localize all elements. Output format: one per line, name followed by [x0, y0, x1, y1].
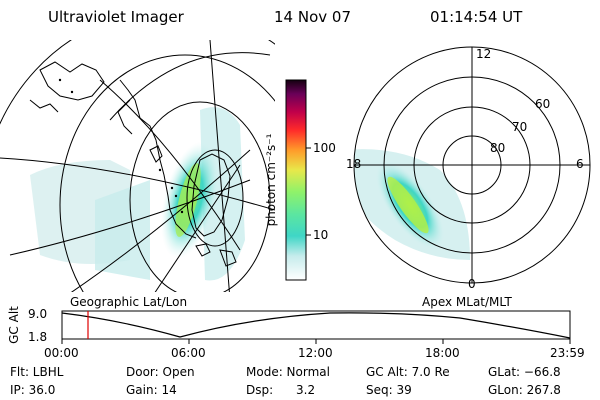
altitude-ylabel: GC Alt: [7, 306, 21, 344]
colorbar-frame: [285, 79, 307, 281]
lat-ring-3: [59, 54, 275, 292]
info-mode: Mode: Normal: [246, 365, 330, 379]
auroral-arc-core: [175, 163, 201, 237]
mlt-label-0: 0: [468, 277, 476, 291]
info-glat: GLat: −66.8: [488, 365, 561, 379]
altitude-plot-frame: [61, 310, 571, 340]
coastline-1: [39, 61, 105, 101]
lat-ring-2: [129, 101, 271, 292]
info-door: Door: Open: [126, 365, 195, 379]
meridian-1: [0, 157, 275, 211]
meridian-6: [9, 179, 251, 256]
info-ip: IP: 36.0: [10, 383, 56, 397]
geographic-map: [0, 40, 275, 292]
colorbar-label-100: 100: [313, 141, 336, 155]
coastline-3: [117, 99, 133, 135]
polar-grid: [353, 46, 591, 284]
info-seq: Seq: 39: [366, 383, 412, 397]
mlat-label-70: 70: [512, 120, 528, 134]
xtick-2359: 23:59: [550, 346, 585, 360]
colorbar-label-10: 10: [313, 228, 329, 242]
polar-image: [354, 149, 470, 260]
mlt-label-12: 12: [476, 47, 492, 61]
altitude-curve: [61, 312, 571, 339]
xtick-1800: 18:00: [425, 346, 460, 360]
meridian-3: [99, 79, 241, 251]
right-panel-caption: Apex MLat/MLT: [422, 295, 512, 309]
meridian-5: [154, 164, 241, 292]
mlat-label-80: 80: [490, 141, 506, 155]
island-2: [195, 243, 211, 257]
info-gain: Gain: 14: [126, 383, 177, 397]
lat-ring-1: [186, 149, 244, 247]
info-dsp: Dsp: 3.2: [246, 383, 316, 397]
coastline-2: [29, 99, 59, 113]
xtick-1200: 12:00: [298, 346, 333, 360]
polar-auroral-core: [387, 176, 429, 234]
altitude-x-ticks: [61, 339, 571, 344]
coastline-antarctica: [191, 153, 231, 237]
coastline-south-america: [119, 79, 197, 239]
mlt-label-6: 6: [576, 157, 584, 171]
meridian-2: [70, 149, 251, 292]
time-label: 01:14:54 UT: [430, 8, 523, 26]
info-glon: GLon: 267.8: [488, 383, 561, 397]
left-panel-caption: Geographic Lat/Lon: [70, 295, 188, 309]
info-gc-alt: GC Alt: 7.0 Re: [366, 365, 450, 379]
colorbar-unit-label: photon cm⁻²s⁻¹: [264, 133, 278, 227]
image-haze-mid: [95, 180, 150, 280]
xtick-0000: 00:00: [44, 346, 79, 360]
instrument-title: Ultraviolet Imager: [48, 8, 184, 26]
horizon-arc: [109, 52, 271, 121]
colorbar: [286, 80, 306, 280]
altitude-ytick-9: 9.0: [28, 307, 48, 321]
xtick-0600: 06:00: [171, 346, 206, 360]
mlt-label-18: 18: [346, 157, 362, 171]
date-label: 14 Nov 07: [274, 8, 351, 26]
island-1: [149, 145, 163, 163]
mlat-label-60: 60: [535, 97, 551, 111]
meridian-4: [209, 40, 230, 292]
info-filter: Flt: LBHL: [10, 365, 64, 379]
island-3: [219, 249, 237, 267]
altitude-ytick-1-8: 1.8: [28, 330, 48, 344]
